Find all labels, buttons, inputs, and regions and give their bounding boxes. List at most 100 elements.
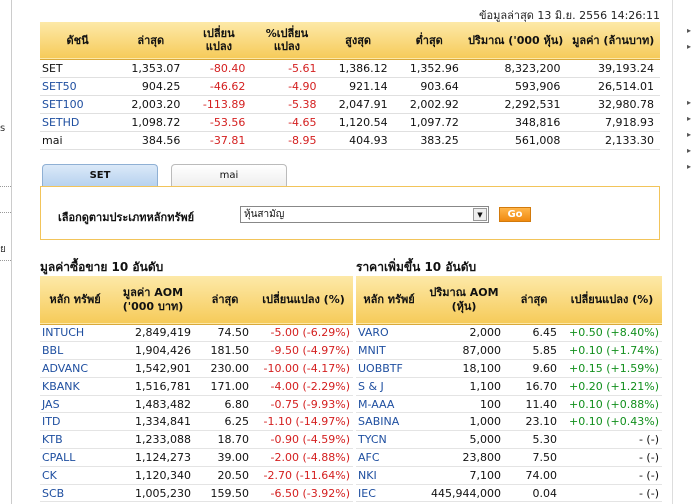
symbol-link[interactable]: AFC (356, 448, 422, 467)
symbol-link[interactable]: TYCN (356, 430, 422, 450)
index-low: 1,352.96 (393, 59, 465, 78)
symbol-link[interactable]: KTB (40, 430, 110, 450)
chevron-down-icon[interactable]: ▼ (473, 208, 487, 221)
symbol-link[interactable]: CPALL (40, 448, 110, 467)
col-header-change: เปลี่ยนแปลง (%) (262, 292, 345, 306)
index-volume: 2,292,531 (464, 95, 567, 114)
go-button[interactable]: Go (499, 207, 531, 222)
symbol-link[interactable]: BBL (40, 341, 110, 361)
change-cell: +0.10 (+1.74%) (562, 341, 662, 361)
right-sidebar-edge: ▸ ▸ ▸ ▸ ▸ ▸ ▸ (672, 0, 700, 504)
index-summary: ดัชนี ล่าสุด เปลี่ยน แปลง %เปลี่ยน แปลง … (40, 22, 660, 150)
amount-cell: 1,124,273 (110, 448, 196, 467)
col-header-pct-change: %เปลี่ยน แปลง (265, 27, 309, 54)
index-name: SET (40, 59, 116, 78)
index-high: 2,047.91 (322, 95, 394, 114)
last-updated-timestamp: ข้อมูลล่าสุด 13 มิ.ย. 2556 14:26:11 (479, 9, 660, 22)
last-price-cell: 74.50 (196, 324, 254, 343)
index-high: 404.93 (322, 131, 394, 150)
index-pct-change: -4.65 (251, 113, 323, 132)
chevron-right-icon[interactable]: ▸ (687, 146, 692, 155)
amount-cell: 1,542,901 (110, 359, 196, 378)
index-name-link[interactable]: SET50 (40, 77, 116, 96)
last-price-cell: 0.04 (506, 484, 562, 503)
chevron-right-icon[interactable]: ▸ (687, 42, 692, 51)
chevron-right-icon[interactable]: ▸ (687, 98, 692, 107)
symbol-link[interactable]: KBANK (40, 377, 110, 396)
last-price-cell: 6.25 (196, 412, 254, 432)
index-name: mai (40, 131, 116, 150)
index-last: 1,098.72 (115, 113, 187, 132)
symbol-link[interactable]: INTUCH (40, 324, 110, 343)
chevron-right-icon[interactable]: ▸ (687, 162, 692, 171)
last-price-cell: 181.50 (196, 341, 254, 361)
index-name-link[interactable]: SET100 (40, 95, 116, 114)
symbol-link[interactable]: CK (40, 466, 110, 485)
change-cell: - (-) (562, 448, 662, 467)
col-header-last: ล่าสุด (520, 292, 548, 306)
table-row: SET 1,353.07 -80.40 -5.61 1,386.12 1,352… (40, 59, 660, 78)
table-row: SCB 1,005,230 159.50 -6.50 (-3.92%) (40, 484, 353, 503)
tab-set[interactable]: SET (42, 164, 158, 186)
last-price-cell: 159.50 (196, 484, 254, 503)
last-price-cell: 74.00 (506, 466, 562, 485)
symbol-link[interactable]: NKI (356, 466, 422, 485)
index-low: 2,002.92 (393, 95, 465, 114)
index-low: 383.25 (393, 131, 465, 150)
amount-cell: 5,000 (422, 430, 506, 450)
last-price-cell: 171.00 (196, 377, 254, 396)
index-last: 904.25 (115, 77, 187, 96)
amount-cell: 87,000 (422, 341, 506, 361)
col-header-low: ต่ำสุด (415, 33, 443, 47)
last-price-cell: 5.85 (506, 341, 562, 361)
security-type-select[interactable]: หุ้นสามัญ ▼ (240, 206, 489, 223)
table-row: MNIT 87,000 5.85 +0.10 (+1.74%) (356, 341, 662, 361)
amount-cell: 1,000 (422, 412, 506, 432)
symbol-link[interactable]: SABINA (356, 412, 422, 432)
index-table-header: ดัชนี ล่าสุด เปลี่ยน แปลง %เปลี่ยน แปลง … (40, 22, 660, 59)
symbol-link[interactable]: M-AAA (356, 395, 422, 414)
amount-cell: 2,000 (422, 324, 506, 343)
table-row: S & J 1,100 16.70 +0.20 (+1.21%) (356, 377, 662, 396)
table-row: BBL 1,904,426 181.50 -9.50 (-4.97%) (40, 341, 353, 361)
top-gainers-table: หลัก ทรัพย์ ปริมาณ AOM (หุ้น) ล่าสุด เปล… (356, 276, 662, 503)
table-row: NKI 7,100 74.00- (-) (356, 466, 662, 485)
symbol-link[interactable]: JAS (40, 395, 110, 414)
amount-cell: 1,483,482 (110, 395, 196, 414)
symbol-link[interactable]: S & J (356, 377, 422, 396)
table-row: CK 1,120,340 20.50 -2.70 (-11.64%) (40, 466, 353, 485)
index-value: 32,980.78 (566, 95, 660, 114)
change-cell: -4.00 (-2.29%) (254, 377, 353, 396)
last-price-cell: 11.40 (506, 395, 562, 414)
table-row: CPALL 1,124,273 39.00 -2.00 (-4.88%) (40, 448, 353, 467)
change-cell: -2.00 (-4.88%) (254, 448, 353, 467)
symbol-link[interactable]: SCB (40, 484, 110, 503)
col-header-symbol: หลัก ทรัพย์ (49, 292, 101, 306)
change-cell: +0.20 (+1.21%) (562, 377, 662, 396)
chevron-right-icon[interactable]: ▸ (687, 114, 692, 123)
left-edge-mark: ย (0, 244, 6, 255)
last-price-cell: 6.80 (196, 395, 254, 414)
index-name-link[interactable]: SETHD (40, 113, 116, 132)
col-header-value: มูลค่า (ล้านบาท) (572, 33, 655, 47)
symbol-link[interactable]: ITD (40, 412, 110, 432)
symbol-link[interactable]: UOBBTF (356, 359, 422, 378)
symbol-link[interactable]: ADVANC (40, 359, 110, 378)
table-row: TYCN 5,000 5.30- (-) (356, 430, 662, 450)
index-change: -53.56 (186, 113, 252, 132)
chevron-right-icon[interactable]: ▸ (687, 130, 692, 139)
amount-cell: 1,100 (422, 377, 506, 396)
amount-cell: 2,849,419 (110, 324, 196, 343)
top-gainers-title: ราคาเพิ่มขึ้น 10 อันดับ (356, 260, 477, 274)
tab-mai[interactable]: mai (171, 164, 287, 186)
chevron-right-icon[interactable]: ▸ (687, 26, 692, 35)
col-header-last: ล่าสุด (211, 292, 239, 306)
symbol-link[interactable]: MNIT (356, 341, 422, 361)
symbol-link[interactable]: VARO (356, 324, 422, 343)
change-cell: +0.15 (+1.59%) (562, 359, 662, 378)
symbol-link[interactable]: IEC (356, 484, 422, 503)
last-price-cell: 9.60 (506, 359, 562, 378)
last-price-cell: 16.70 (506, 377, 562, 396)
index-high: 921.14 (322, 77, 394, 96)
last-price-cell: 7.50 (506, 448, 562, 467)
